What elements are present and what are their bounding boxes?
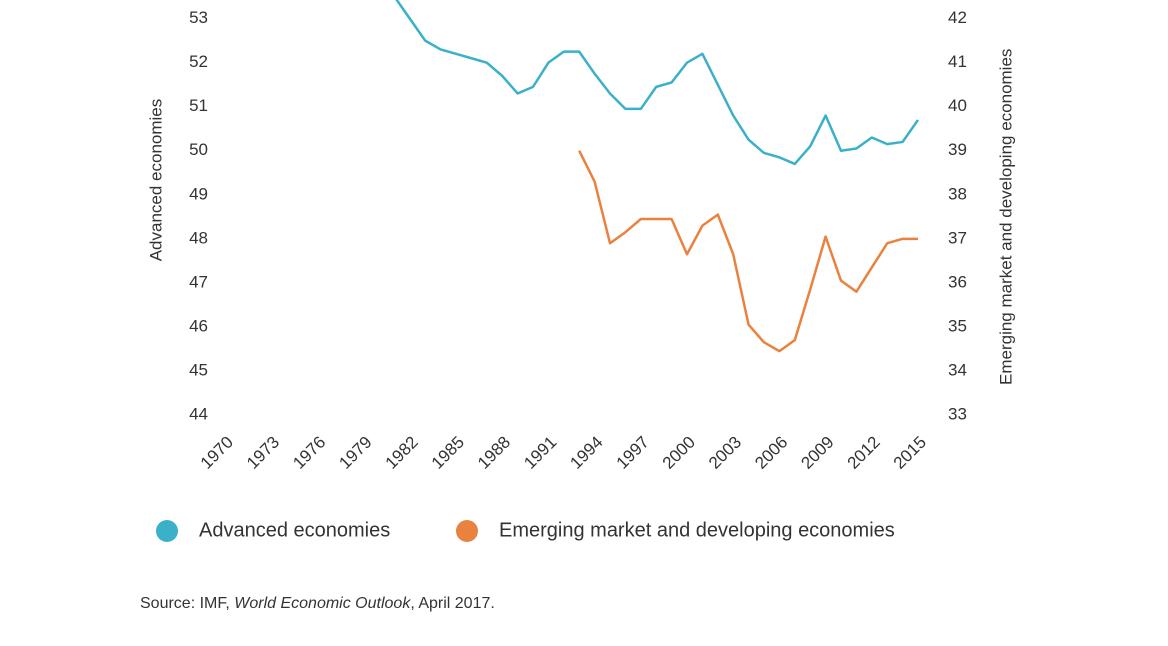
- y-tick-label: 48: [189, 228, 208, 247]
- x-tick-label: 2009: [797, 433, 837, 473]
- y2-tick-label: 34: [948, 360, 967, 379]
- y2-tick-label: 40: [948, 96, 967, 115]
- y2-tick-label: 35: [948, 316, 967, 335]
- y2-tick-label: 41: [948, 52, 967, 71]
- x-tick-label: 1985: [428, 433, 468, 473]
- x-tick-label: 1988: [474, 433, 514, 473]
- y-tick-label: 44: [189, 404, 208, 423]
- y-tick-label: 50: [189, 140, 208, 159]
- x-tick-label: 2000: [659, 433, 699, 473]
- y2-tick-label: 36: [948, 272, 967, 291]
- source-publication: World Economic Outlook: [234, 595, 411, 612]
- y2-tick-label: 38: [948, 184, 967, 203]
- y2-axis-label: Emerging market and developing economies: [996, 49, 1015, 385]
- y-tick-label: 47: [189, 272, 208, 291]
- x-tick-label: 1979: [335, 433, 375, 473]
- y-tick-label: 49: [189, 184, 208, 203]
- source-prefix: Source: IMF,: [140, 595, 234, 612]
- y2-tick-label: 39: [948, 140, 967, 159]
- x-tick-label: 1976: [289, 433, 329, 473]
- x-tick-label: 2006: [751, 433, 791, 473]
- x-tick-label: 1973: [243, 433, 283, 473]
- legend-marker: [156, 520, 178, 542]
- y-tick-label: 53: [189, 8, 208, 27]
- series-line: [578, 150, 918, 353]
- legend-marker: [456, 520, 478, 542]
- x-tick-label: 2012: [844, 433, 884, 473]
- x-tick-label: 1994: [566, 433, 606, 473]
- x-tick-label: 1970: [197, 433, 237, 473]
- x-tick-label: 2015: [890, 433, 930, 473]
- source: Source: IMF, World Economic Outlook, Apr…: [140, 595, 495, 612]
- y-tick-label: 46: [189, 316, 208, 335]
- legend-text: Emerging market and developing economies: [499, 519, 895, 541]
- y-tick-label: 45: [189, 360, 208, 379]
- y2-tick-label: 42: [948, 8, 967, 27]
- source-suffix: , April 2017.: [410, 595, 495, 612]
- y-tick-label: 51: [189, 96, 208, 115]
- x-tick-label: 2003: [705, 433, 745, 473]
- x-tick-label: 1982: [382, 433, 422, 473]
- y2-tick-label: 33: [948, 404, 967, 423]
- series-line: [395, 0, 920, 166]
- plot-area: [395, 0, 920, 353]
- y2-tick-label: 37: [948, 228, 967, 247]
- x-tick-label: 1991: [520, 433, 560, 473]
- y-axis-label: Advanced economies: [146, 99, 165, 262]
- x-tick-label: 1997: [613, 433, 653, 473]
- legend-text: Advanced economies: [199, 519, 390, 541]
- y-tick-label: 52: [189, 52, 208, 71]
